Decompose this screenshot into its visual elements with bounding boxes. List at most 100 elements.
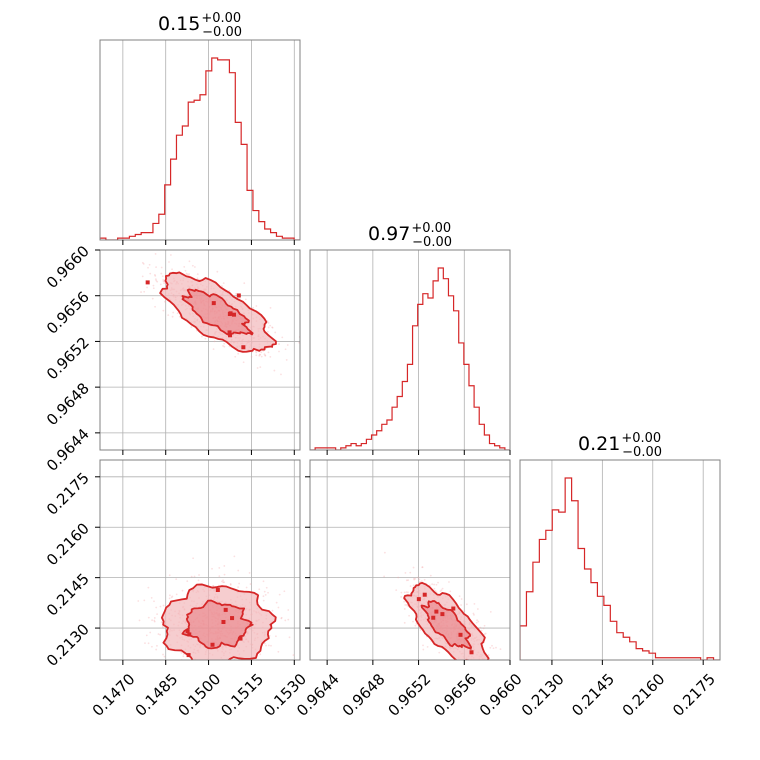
sample-point [238,582,241,585]
sample-point [409,585,412,588]
sample-point [162,278,165,281]
grid-hist-param1 [122,40,295,240]
sample-point [152,284,155,287]
sample-point [160,621,163,624]
sample-point [284,348,287,351]
sample-point [271,326,274,329]
sample-point [440,589,443,592]
sample-point [162,309,165,312]
sample-point [429,574,432,577]
sample-point [164,300,166,303]
sample-point [482,669,484,671]
sample-point [288,636,291,639]
sample-point [412,620,414,623]
sample-point [492,647,495,650]
sample-point [266,330,269,333]
y-tick-label: 0.9652 [43,334,93,384]
sample-point [147,266,149,269]
sample-point [176,312,179,315]
sample-point [267,351,270,354]
contours-param1-param2 [145,271,277,353]
grid-hist-param3 [551,460,704,660]
contour-island [187,632,192,637]
sample-point [155,648,158,651]
sample-point [419,629,422,631]
frame-2d-param1-param3 [99,459,301,661]
sample-point [152,287,155,290]
sample-point [480,629,483,632]
sample-point [458,669,460,671]
sample-point [185,672,187,674]
sample-point [249,583,252,585]
sample-point [149,631,152,634]
sample-point [480,667,482,669]
sample-point [147,642,150,645]
sample-point [406,604,409,607]
sample-point [169,254,172,256]
y-tick-label: 0.9644 [43,425,93,475]
sample-point [259,353,262,356]
sample-point [278,343,280,345]
sample-point [275,635,277,638]
sample-point [284,619,287,622]
y-tick-label: 0.2130 [43,620,93,670]
sample-point [200,335,203,338]
sample-point [155,266,157,269]
sample-point [245,586,248,589]
sample-point [491,644,493,647]
sample-point [258,354,261,357]
frame-hist-param1 [99,39,301,241]
sample-point [479,626,482,629]
title-param1: 0.15+0.00 −0.00 [158,11,242,40]
sample-point [395,589,398,591]
sample-point [190,326,193,329]
sample-point [435,583,438,586]
contour-island [451,606,456,611]
sample-point [213,340,216,343]
sample-point [465,664,467,666]
y-tick-label: 0.2145 [43,570,93,620]
sample-point [255,351,258,354]
sample-point [474,660,476,662]
sample-point [206,666,208,668]
sample-point [466,665,468,667]
sample-point [267,322,270,324]
sample-point [501,668,503,670]
sample-point [262,580,265,583]
sample-point [495,646,497,649]
sample-point [477,660,479,662]
hist-param1-line [100,57,300,240]
sample-point [255,350,257,353]
sample-point [417,576,420,579]
sample-point [168,597,171,600]
sample-point [151,297,154,300]
sample-point [437,581,439,584]
sample-point [154,274,157,277]
sample-point [156,613,159,616]
sample-point [487,667,489,669]
contour-1-sigma [420,600,473,650]
sample-point [404,604,407,606]
sample-point [465,603,468,606]
sample-point [499,665,501,667]
x-tick-label: 0.1470 [89,670,139,720]
sample-point [159,283,162,286]
sample-point [487,654,490,656]
contour-island [238,636,243,641]
contour-island [211,301,216,306]
sample-point [153,619,156,622]
panel-hist-param2: 0.97+0.00 −0.00 [309,221,511,451]
contour-island [223,607,228,612]
sample-point [144,642,146,645]
sample-point [397,576,400,579]
sample-point [483,624,486,627]
sample-point [222,579,224,582]
sample-point [507,665,509,667]
contour-island [434,609,439,614]
sample-point [283,590,286,593]
sample-point [222,282,225,285]
frame-2d-param2-param3 [309,459,511,661]
y-tick-label: 0.9656 [43,288,93,338]
sample-point [413,578,416,581]
